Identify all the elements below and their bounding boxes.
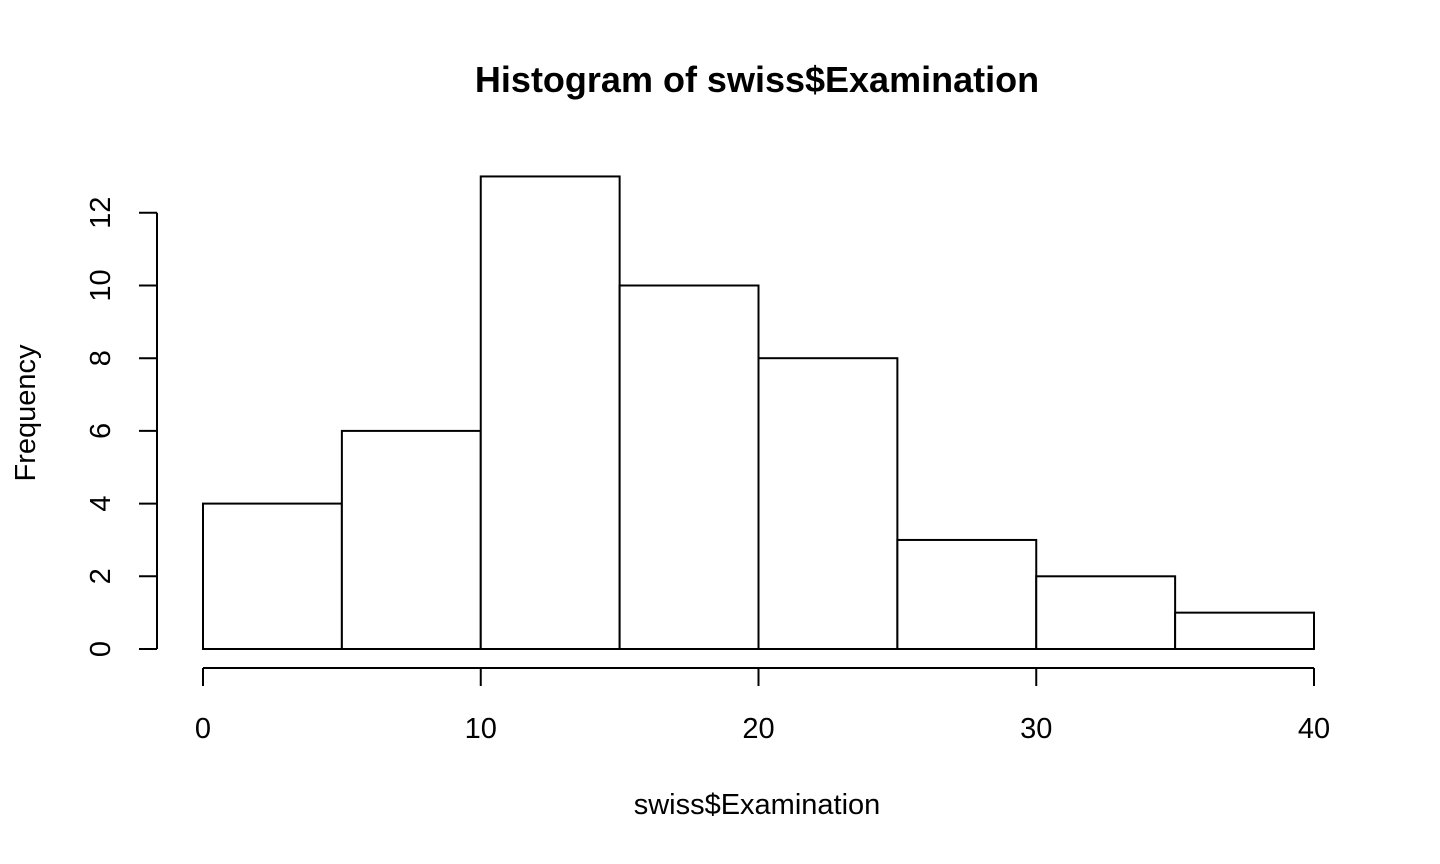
histogram-bar-4: [757, 357, 899, 650]
x-tick-label-0: 0: [195, 713, 211, 745]
bars-group: [202, 175, 1315, 651]
y-tick-label-0: 0: [85, 641, 117, 657]
y-tick-label-3: 6: [85, 423, 117, 439]
histogram-bar-3: [618, 284, 760, 650]
x-tick-label-1: 10: [465, 713, 497, 745]
x-axis-label: swiss$Examination: [634, 789, 881, 821]
histogram-bar-0: [202, 502, 343, 650]
y-tick-label-1: 2: [85, 568, 117, 584]
y-axis: 0 2 4 6 8 10 12: [85, 197, 158, 657]
histogram-bar-6: [1035, 575, 1177, 650]
y-axis-label: Frequency: [10, 344, 42, 482]
y-tick-label-2: 4: [85, 496, 117, 512]
x-tick-label-3: 30: [1020, 713, 1052, 745]
chart-title: Histogram of swiss$Examination: [475, 59, 1039, 100]
histogram-bar-7: [1174, 611, 1315, 651]
y-tick-label-5: 10: [85, 269, 117, 301]
x-tick-label-2: 20: [742, 713, 774, 745]
y-tick-label-4: 8: [85, 350, 117, 366]
histogram-bar-1: [340, 429, 482, 650]
histogram-bar-2: [479, 175, 621, 650]
x-axis: 0 10 20 30 40: [195, 667, 1330, 745]
x-tick-label-4: 40: [1298, 713, 1330, 745]
histogram-bar-5: [896, 538, 1038, 651]
y-tick-label-6: 12: [85, 197, 117, 229]
